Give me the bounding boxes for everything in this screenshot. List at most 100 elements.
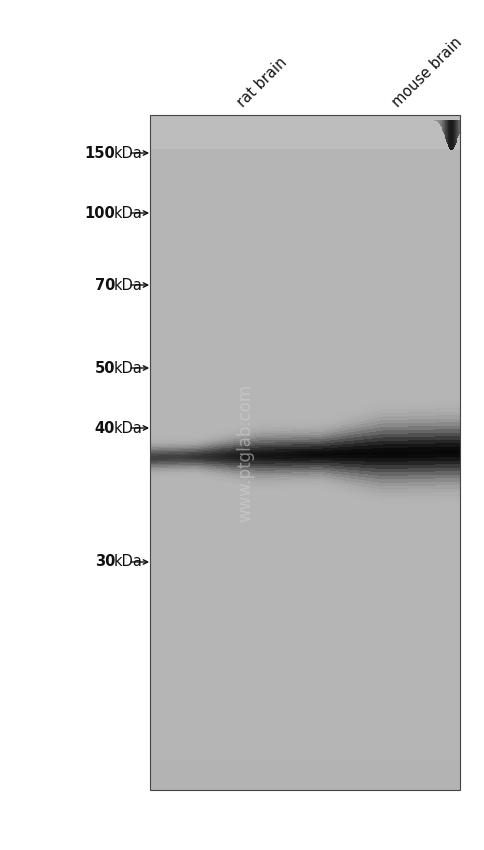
Bar xyxy=(266,440,267,443)
Bar xyxy=(268,428,269,432)
Bar xyxy=(216,434,217,436)
Bar xyxy=(427,409,428,412)
Bar xyxy=(458,474,459,479)
Bar xyxy=(189,448,190,450)
Bar xyxy=(399,420,401,423)
Bar xyxy=(173,439,174,440)
Bar xyxy=(197,472,198,473)
Bar xyxy=(271,454,272,457)
Bar xyxy=(279,459,280,462)
Bar xyxy=(188,442,189,445)
Bar xyxy=(209,454,211,456)
Bar xyxy=(224,437,225,439)
Bar xyxy=(444,496,445,500)
Bar xyxy=(412,423,413,427)
Bar xyxy=(280,459,281,462)
Bar xyxy=(377,411,378,415)
Bar xyxy=(363,427,364,430)
Bar xyxy=(330,440,331,444)
Bar xyxy=(299,468,300,471)
Bar xyxy=(175,435,176,438)
Bar xyxy=(230,473,231,475)
Bar xyxy=(175,441,176,443)
Bar xyxy=(231,473,232,475)
Bar xyxy=(302,433,303,435)
Bar xyxy=(360,437,361,440)
Bar xyxy=(367,478,368,481)
Bar xyxy=(386,486,387,490)
Bar xyxy=(277,428,278,431)
Bar xyxy=(337,423,338,427)
Bar xyxy=(219,457,220,460)
Bar xyxy=(171,439,172,440)
Bar xyxy=(302,486,303,489)
Bar xyxy=(359,471,361,474)
Bar xyxy=(275,471,277,473)
Bar xyxy=(423,472,424,476)
Bar xyxy=(287,438,288,440)
Bar xyxy=(350,450,352,453)
Bar xyxy=(458,492,459,496)
Bar xyxy=(251,450,253,453)
Bar xyxy=(293,426,295,428)
Bar xyxy=(419,500,420,504)
Bar xyxy=(387,462,388,466)
Bar xyxy=(407,490,408,494)
Bar xyxy=(387,473,388,476)
Bar xyxy=(275,473,277,476)
Bar xyxy=(336,442,337,445)
Bar xyxy=(256,445,257,448)
Bar xyxy=(401,434,402,438)
Bar xyxy=(452,120,453,150)
Bar xyxy=(272,482,273,485)
Bar xyxy=(409,496,410,501)
Bar xyxy=(321,468,322,470)
Bar xyxy=(243,466,244,468)
Bar xyxy=(212,473,213,476)
Bar xyxy=(323,420,324,422)
Bar xyxy=(307,461,308,463)
Bar xyxy=(152,447,153,449)
Bar xyxy=(395,468,396,473)
Bar xyxy=(336,487,337,490)
Bar xyxy=(267,431,268,434)
Bar xyxy=(210,445,211,446)
Bar xyxy=(207,456,209,458)
Bar xyxy=(317,484,318,486)
Bar xyxy=(264,438,265,441)
Bar xyxy=(189,457,191,460)
Bar xyxy=(156,441,158,444)
Bar xyxy=(410,440,411,445)
Bar xyxy=(435,409,436,412)
Bar xyxy=(435,450,436,455)
Bar xyxy=(165,445,166,447)
Bar xyxy=(381,406,382,411)
Bar xyxy=(206,456,207,458)
Bar xyxy=(370,409,372,413)
Bar xyxy=(290,433,291,436)
Bar xyxy=(196,438,197,439)
Bar xyxy=(344,486,345,490)
Bar xyxy=(337,453,338,456)
Bar xyxy=(344,430,346,434)
Bar xyxy=(283,435,284,438)
Bar xyxy=(438,419,439,423)
Bar xyxy=(271,422,272,424)
Bar xyxy=(158,445,160,448)
Bar xyxy=(443,439,445,444)
Bar xyxy=(391,490,392,494)
Bar xyxy=(403,399,404,403)
Bar xyxy=(443,485,445,490)
Bar xyxy=(197,448,198,450)
Bar xyxy=(413,399,414,402)
Bar xyxy=(407,500,408,504)
Bar xyxy=(269,438,270,441)
Bar xyxy=(220,456,221,458)
Bar xyxy=(279,459,280,462)
Bar xyxy=(164,445,165,446)
Bar xyxy=(306,428,308,431)
Bar xyxy=(292,439,293,443)
Bar xyxy=(189,446,190,449)
Bar xyxy=(178,458,180,460)
Bar xyxy=(321,482,322,484)
